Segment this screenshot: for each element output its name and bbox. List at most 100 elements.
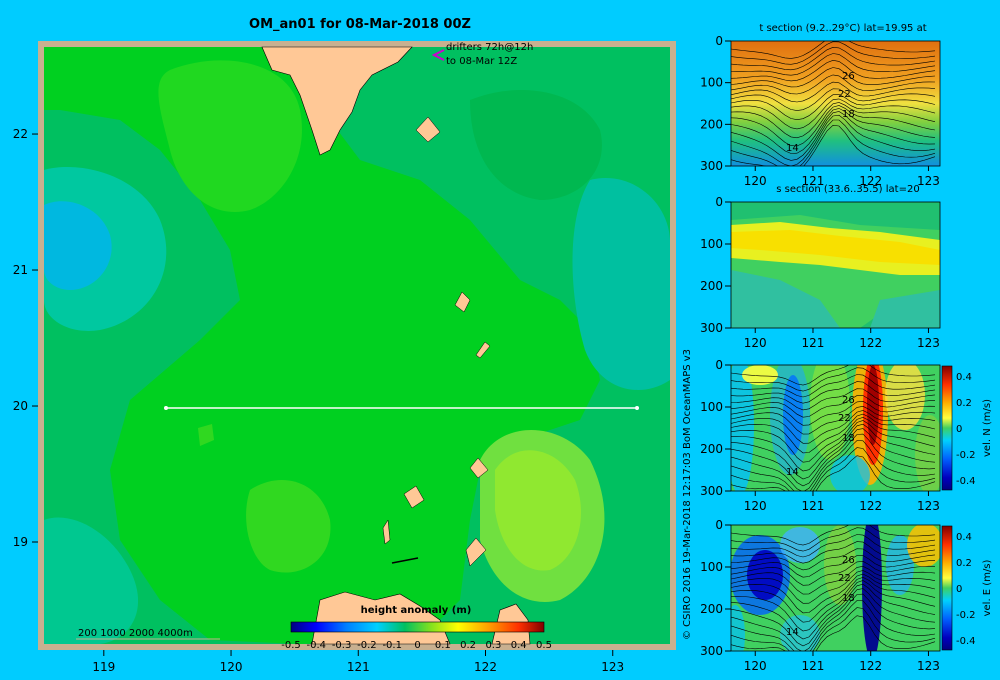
isotherm-contour <box>731 41 936 65</box>
depth-tick-label: 200 <box>700 279 723 293</box>
depth-tick-label: 200 <box>700 602 723 616</box>
isotherm-contour <box>731 81 936 103</box>
velocity-cell <box>830 455 870 491</box>
section-lon-tick-label: 123 <box>917 174 940 188</box>
contour-label: 26 <box>842 395 855 406</box>
isotherm-contour <box>731 527 936 552</box>
isotherm-contour <box>731 410 936 444</box>
drifters-label: to 08-Mar 12Z <box>446 56 517 67</box>
contour-label: 18 <box>842 593 855 604</box>
land-island <box>415 116 441 143</box>
section-line-end <box>164 406 168 410</box>
section-lon-tick-label: 121 <box>802 499 825 513</box>
section-lon-tick-label: 122 <box>859 336 882 350</box>
section-lon-tick-label: 123 <box>917 336 940 350</box>
isotherm-contour <box>731 114 936 166</box>
section-lon-tick-label: 120 <box>744 336 767 350</box>
lon-tick-label: 121 <box>347 660 370 674</box>
map-title: OM_an01 for 08-Mar-2018 00Z <box>249 17 471 32</box>
contour-label: 26 <box>842 71 855 82</box>
colorbar-tick-label: -0.1 <box>382 640 402 651</box>
land-island <box>469 457 489 479</box>
velocity-cell <box>824 525 856 605</box>
contour-label: 14 <box>786 143 799 154</box>
isotherm-contour <box>731 108 936 154</box>
depth-tick-label: 100 <box>700 560 723 574</box>
section-lon-tick-label: 122 <box>859 499 882 513</box>
velocity-cell <box>915 415 940 491</box>
isotherm-contour <box>731 420 936 472</box>
isotherm-contour <box>731 565 936 595</box>
lat-tick-label: 22 <box>13 127 28 141</box>
velocity-cell <box>862 525 882 651</box>
colorbar-swatch <box>290 621 545 633</box>
depth-tick-label: 200 <box>700 442 723 456</box>
contour-label: 18 <box>842 433 855 444</box>
lon-tick-label: 120 <box>220 660 243 674</box>
contour-label: 22 <box>838 89 851 100</box>
isotherm-contour <box>731 98 936 130</box>
isotherm-contour <box>731 583 936 640</box>
isotherm-contour <box>731 405 936 435</box>
v-colorbar-label: vel. N (m/s) <box>982 399 993 457</box>
section-line-end <box>635 406 639 410</box>
land-island <box>465 537 487 567</box>
depth-tick-label: 200 <box>700 117 723 131</box>
velocity-cell <box>731 605 745 651</box>
anomaly-region <box>470 90 602 200</box>
colorbar-tick-label: -0.3 <box>332 640 352 651</box>
isotherm-contour <box>731 395 936 418</box>
isotherm-contour <box>731 119 936 166</box>
anomaly-region <box>198 424 214 446</box>
land-island <box>475 341 491 359</box>
depth-tick-label: 0 <box>715 34 723 48</box>
contour-label: 14 <box>786 627 799 638</box>
vel-tick-label: -0.4 <box>956 476 976 487</box>
colorbar-tick-label: 0.3 <box>485 640 501 651</box>
u-colorbar <box>941 525 953 651</box>
section-lon-tick-label: 123 <box>917 499 940 513</box>
vel-tick-label: -0.2 <box>956 450 976 461</box>
isotherm-contour <box>731 367 936 392</box>
s-section-title: s section (33.6..35.5) lat=20 <box>776 184 919 195</box>
map-lon-axis: 119 120 121 122 123 <box>92 650 624 674</box>
section-lon-tick-label: 122 <box>859 659 882 673</box>
isotherm-contour <box>731 447 936 491</box>
t-section-panel: t section (9.2..29°C) lat=19.95 at 26 22 1… <box>730 23 941 167</box>
section-lon-tick-label: 120 <box>744 659 767 673</box>
depth-tick-label: 0 <box>715 195 723 209</box>
lon-tick-label: 123 <box>601 660 624 674</box>
isotherm-contour <box>731 433 936 491</box>
isotherm-contour <box>731 88 936 111</box>
vel-tick-label: 0.4 <box>956 372 972 383</box>
depth-tick-label: 0 <box>715 518 723 532</box>
isotherm-contour <box>731 53 936 76</box>
section-lon-tick-label: 120 <box>744 499 767 513</box>
height-colorbar: height anomaly (m) -0.5 -0.4 -0.3 -0.2 -0.1 0… <box>281 605 552 651</box>
colorbar-tick-label: -0.4 <box>307 640 327 651</box>
section-lon-tick-label: 123 <box>917 659 940 673</box>
vel-tick-label: 0 <box>956 584 962 595</box>
colorbar-tick-label: 0.4 <box>511 640 527 651</box>
isotherm-contour <box>731 400 936 426</box>
isotherm-contour <box>731 455 936 491</box>
isotherm-contour <box>731 105 936 147</box>
isotherm-contour <box>731 576 936 623</box>
colorbar-tick-label: 0.2 <box>460 640 476 651</box>
anomaly-region <box>572 178 670 390</box>
velocity-cell <box>731 365 754 491</box>
section-lon-tick-label: 122 <box>859 174 882 188</box>
isotherm-contour <box>731 534 936 558</box>
isotherm-contour <box>731 413 936 454</box>
depth-tick-label: 0 <box>715 358 723 372</box>
isotherm-contour <box>731 525 936 546</box>
section-lon-tick-label: 121 <box>802 336 825 350</box>
isotherm-contour <box>731 59 936 82</box>
isotherm-contour <box>731 615 936 651</box>
land-island <box>382 519 391 545</box>
isotherm-contour <box>731 124 936 166</box>
depth-tick-label: 100 <box>700 237 723 251</box>
isotherm-contour <box>731 580 936 632</box>
vel-tick-label: 0.4 <box>956 532 972 543</box>
isotherm-contour <box>731 388 936 411</box>
